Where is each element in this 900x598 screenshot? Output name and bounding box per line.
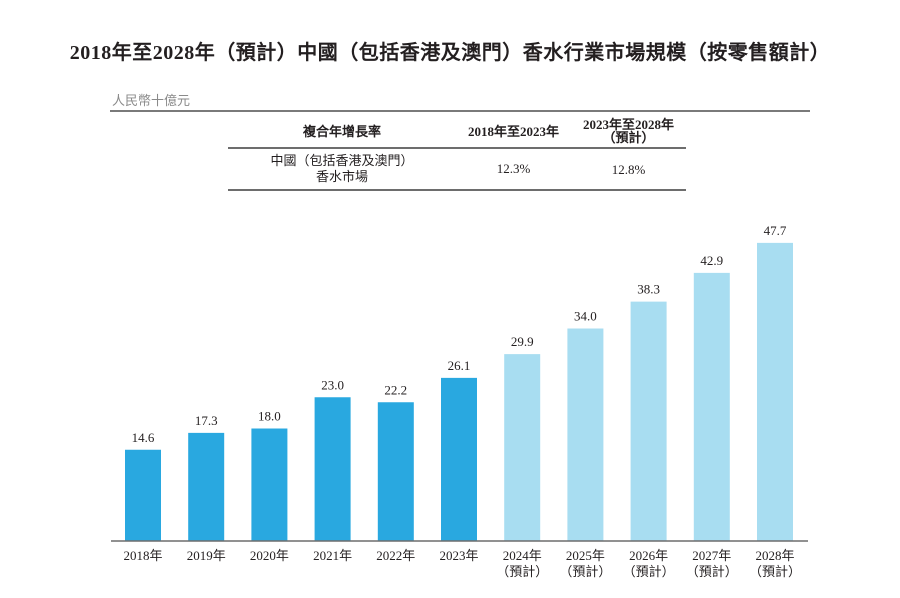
x-tick-label: 2022年 [376, 548, 415, 563]
x-tick-label: 2019年 [187, 548, 226, 563]
bar-2021年 [314, 397, 351, 541]
value-label: 47.7 [764, 223, 787, 238]
bar-2024年 [504, 354, 541, 541]
cagr-data-row: 中國（包括香港及澳門） 香水市場 12.3% 12.8% [228, 149, 686, 191]
cagr-header-period2-years: 2023年至2028年 [582, 116, 674, 132]
x-tick-sublabel: （預計） [749, 564, 801, 579]
x-tick-label: 2018年 [123, 548, 162, 563]
value-label: 18.0 [258, 409, 281, 424]
bar-2022年 [377, 402, 414, 541]
cagr-value-2023-2028: 12.8% [611, 161, 646, 177]
bar-2025年 [567, 328, 604, 541]
value-label: 29.9 [511, 334, 534, 349]
bar-2026年 [630, 301, 667, 541]
value-label: 38.3 [637, 282, 660, 297]
x-tick-label: 2028年 [755, 548, 794, 563]
bar-2020年 [251, 428, 288, 541]
chart-title: 2018年至2028年（預計）中國（包括香港及澳門）香水行業市場規模（按零售額計… [69, 42, 831, 64]
x-tick-label: 2027年 [692, 548, 731, 563]
unit-label: 人民幣十億元 [112, 93, 191, 108]
cagr-row-label-line2: 香水市場 [315, 169, 368, 184]
x-tick-label: 2020年 [250, 548, 289, 563]
x-tick-sublabel: （預計） [686, 564, 738, 579]
cagr-header-period2: 2023年至2028年 （預計） [571, 118, 686, 144]
cagr-header-period1: 2018年至2023年 [467, 124, 559, 139]
value-label: 23.0 [321, 377, 344, 392]
bar-2023年 [441, 377, 477, 541]
value-label: 42.9 [700, 253, 723, 268]
cagr-header-period2-note: （預計） [602, 129, 655, 145]
bar-2019年 [188, 432, 225, 541]
x-tick-sublabel: （預計） [559, 564, 611, 579]
value-label: 22.2 [384, 382, 407, 397]
x-tick-label: 2026年 [629, 548, 668, 563]
x-tick-label: 2024年 [503, 548, 542, 563]
cagr-header-label: 複合年增長率 [302, 124, 381, 139]
value-label: 34.0 [574, 309, 597, 324]
bar-2018年 [125, 449, 161, 541]
cagr-value-2018-2023: 12.3% [496, 161, 531, 176]
x-tick-label: 2025年 [566, 548, 605, 563]
value-label: 26.1 [448, 358, 471, 373]
bar-2028年 [757, 242, 793, 541]
top-rule [110, 110, 810, 112]
cagr-row-label-line1: 中國（包括香港及澳門） [270, 153, 414, 168]
cagr-row-label: 中國（包括香港及澳門） 香水市場 [228, 153, 456, 185]
cagr-header-row: 複合年增長率 2018年至2023年 2023年至2028年 （預計） [228, 114, 686, 149]
x-tick-label: 2021年 [313, 548, 352, 563]
value-label: 14.6 [132, 430, 155, 445]
cagr-table: 複合年增長率 2018年至2023年 2023年至2028年 （預計） 中國（包… [228, 114, 686, 191]
x-tick-label: 2023年 [439, 548, 478, 563]
x-tick-sublabel: （預計） [623, 564, 675, 579]
bar-2027年 [693, 272, 730, 541]
x-tick-sublabel: （預計） [496, 564, 548, 579]
value-label: 17.3 [195, 413, 218, 428]
